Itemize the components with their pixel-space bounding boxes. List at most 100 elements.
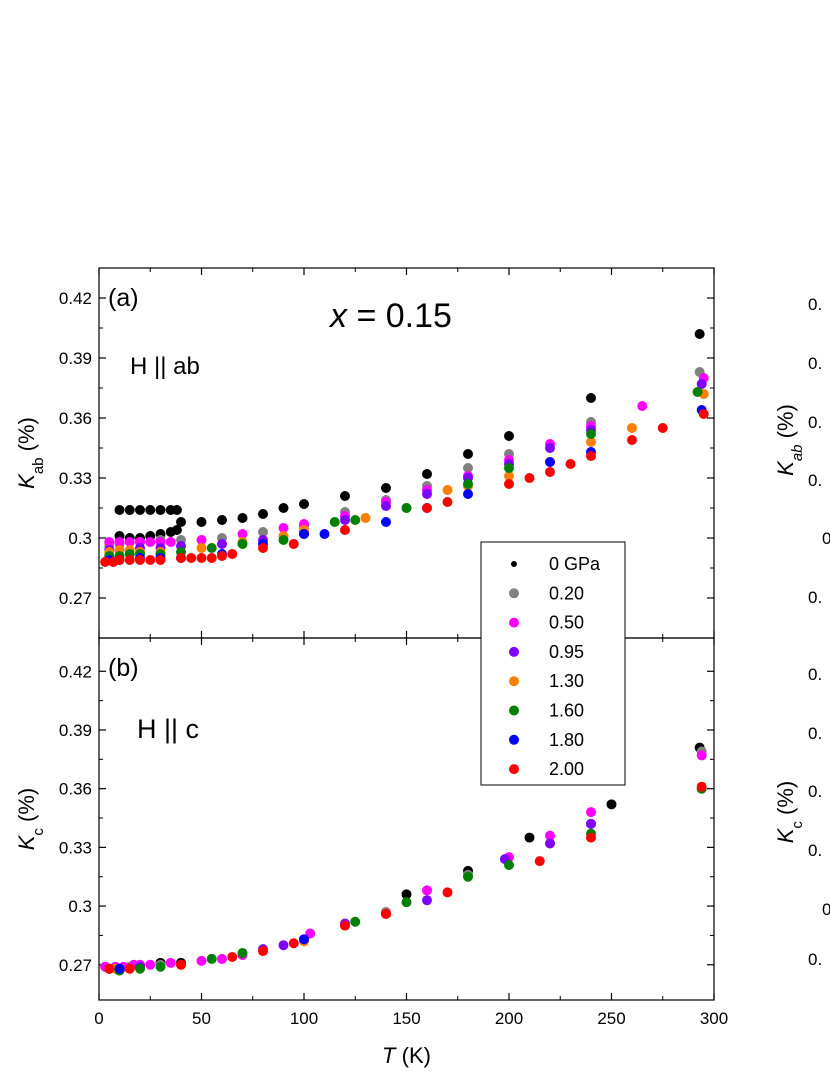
data-point-b-s3: [545, 838, 555, 849]
data-point-a-s7: [155, 555, 166, 565]
data-point-a-s0: [217, 515, 227, 525]
legend-marker: [511, 561, 517, 567]
y-axis-label-b: Kc (%): [14, 788, 47, 851]
data-point-b-s5: [401, 897, 412, 908]
data-point-a-s3: [696, 379, 707, 389]
data-point-a-s6: [463, 489, 473, 499]
data-point-a-s1: [463, 463, 473, 473]
data-point-a-s4: [586, 437, 596, 447]
data-point-a-s7: [565, 459, 576, 469]
data-point-a-s0: [694, 329, 705, 339]
y-tick-label: 0.27: [59, 589, 92, 608]
data-point-a-s7: [657, 423, 668, 433]
data-point-a-s0: [155, 505, 166, 515]
data-point-b-s2: [586, 807, 596, 818]
data-point-a-s7: [135, 555, 145, 565]
data-point-a-s3: [381, 501, 391, 511]
legend-entry: 2.00: [549, 759, 584, 779]
data-point-a-s0: [586, 393, 596, 403]
right-top-y-axis-label: Kab (%): [773, 404, 806, 476]
data-point-a-s0: [463, 449, 473, 459]
data-point-b-s5: [155, 961, 166, 972]
data-point-b-s7: [288, 938, 299, 949]
data-point-a-s7: [504, 479, 514, 489]
data-point-a-s5: [504, 463, 514, 473]
y-tick-label: 0.3: [68, 897, 92, 916]
right-bottom-tick-label: 0.: [808, 782, 822, 801]
data-point-a-s7: [196, 553, 207, 563]
panel-b: 0.27 0.3 0.33 0.36 0.39 0.42 0 50 100 150 200 250 30…: [14, 637, 728, 1028]
x-tick-label: 0: [94, 1009, 103, 1028]
data-point-a-s0: [278, 503, 289, 513]
data-point-b-s7: [340, 920, 350, 931]
legend-entry: 0 GPa: [549, 554, 601, 574]
y-tick-label: 0.42: [59, 289, 92, 308]
legend-entry: 1.30: [549, 671, 584, 691]
x-axis-label: T (K): [382, 1043, 431, 1068]
legend: 0 GPa 0.20 0.50 0.95 1.30 1.60 1.80 2.00: [480, 541, 626, 786]
data-point-b-s2: [545, 830, 555, 841]
data-point-a-s5: [278, 535, 289, 545]
right-top-tick-label: 0.: [808, 354, 822, 373]
y-tick-label: 0.42: [59, 662, 92, 681]
x-tick-label: 300: [700, 1009, 728, 1028]
data-point-a-s2: [114, 537, 125, 547]
data-point-b-s5: [135, 963, 145, 974]
data-point-a-s0: [340, 491, 350, 501]
data-point-b-s2: [217, 953, 227, 964]
right-bottom-tick-label: 0.: [808, 950, 822, 969]
data-point-a-s2: [124, 537, 135, 547]
data-point-b-s5: [350, 916, 361, 927]
data-point-a-s0: [135, 505, 145, 515]
x-tick-label: 250: [597, 1009, 625, 1028]
data-point-b-s7: [586, 832, 596, 843]
data-point-a-s6: [545, 457, 555, 467]
data-point-a-s0: [145, 505, 156, 515]
data-point-a-s6: [381, 517, 391, 527]
legend-marker: [509, 705, 519, 716]
legend-entry: 1.80: [549, 730, 584, 750]
data-point-a-s5: [463, 479, 473, 489]
data-point-b-s7: [442, 887, 453, 898]
data-point-b-s7: [124, 963, 135, 974]
data-point-a-s4: [196, 543, 207, 553]
data-point-a-s5: [350, 515, 361, 525]
data-point-a-s7: [186, 553, 197, 563]
panel-label-a: (a): [108, 284, 139, 312]
data-point-a-s7: [124, 555, 135, 565]
data-point-a-s0: [504, 431, 514, 441]
data-point-a-s7: [258, 543, 268, 553]
data-point-a-s5: [329, 517, 340, 527]
data-point-a-s0: [171, 505, 182, 515]
y-tick-label: 0.36: [59, 409, 92, 428]
panel-title: x = 0.15: [328, 297, 452, 335]
data-point-a-s6: [299, 529, 309, 539]
data-point-a-s5: [586, 429, 596, 439]
data-point-b-s6: [299, 934, 309, 945]
y-tick-label: 0.33: [59, 469, 92, 488]
data-point-a-s4: [627, 423, 637, 433]
data-point-a-s3: [340, 515, 350, 525]
x-tick-label: 50: [192, 1009, 211, 1028]
x-tick-label: 150: [392, 1009, 420, 1028]
legend-entry: 0.20: [549, 583, 584, 603]
data-point-a-s0: [299, 499, 309, 509]
data-point-a-s7: [217, 551, 227, 561]
legend-marker: [509, 764, 519, 775]
data-point-b-s2: [696, 750, 707, 761]
data-point-b-s5: [463, 871, 473, 882]
data-point-a-s7: [100, 557, 111, 567]
field-label-a: H || ab: [130, 353, 200, 380]
right-bottom-tick-label: 0: [822, 900, 830, 919]
right-bottom-tick-label: 0.: [808, 724, 822, 743]
data-point-b-s2: [145, 959, 156, 970]
data-point-a-s7: [206, 553, 217, 563]
y-tick-label: 0.27: [59, 956, 92, 975]
right-panels-partial: 0.0.0.0.00.0.0.0.0.00.Kab (%)Kc (%): [773, 295, 830, 969]
data-point-a-s7: [227, 549, 238, 559]
data-point-b-s7: [176, 959, 186, 970]
data-point-a-s2: [196, 535, 207, 545]
data-point-a-s2: [104, 537, 115, 547]
panel-label-b: (b): [108, 654, 139, 682]
data-point-b-s2: [165, 957, 176, 968]
